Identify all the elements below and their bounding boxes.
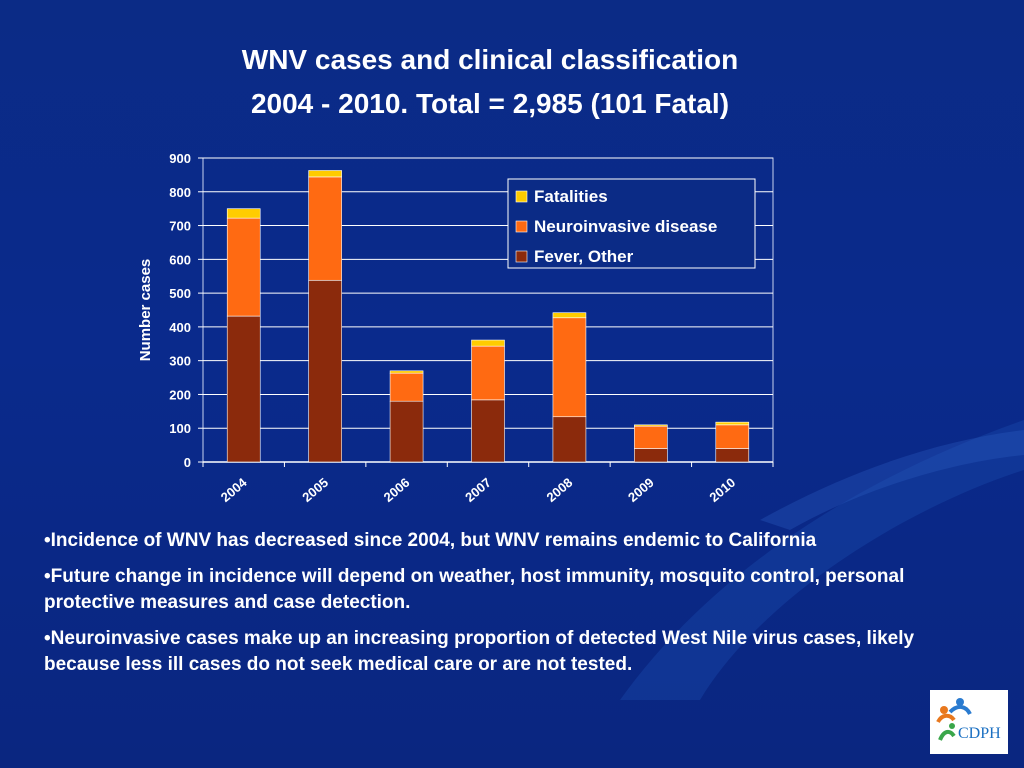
y-tick-label: 200 (169, 387, 191, 402)
bar-2006-fever-other (389, 400, 424, 463)
bar-2008-neuroinvasive-disease (552, 317, 587, 418)
y-tick-label: 400 (169, 320, 191, 335)
x-tick-label-2007: 2007 (462, 475, 494, 505)
y-tick-label: 600 (169, 252, 191, 267)
legend-swatch (515, 220, 528, 233)
title-line-2: 2004 - 2010. Total = 2,985 (101 Fatal) (250, 88, 730, 119)
bullet-3: •Neuroinvasive cases make up an increasi… (44, 628, 915, 675)
bar-2009-neuroinvasive-disease (634, 425, 668, 449)
x-tick-label-2010: 2010 (706, 475, 738, 505)
bullet-1: •Incidence of WNV has decreased since 20… (44, 530, 817, 551)
x-tick-label-2004: 2004 (218, 474, 250, 505)
bar-2009-fatalities (634, 424, 668, 427)
bar-2006-neuroinvasive-disease (389, 372, 424, 402)
bar-2004-neuroinvasive-disease (226, 217, 261, 317)
bar-2007-fever-other (471, 399, 505, 463)
legend-swatch (515, 250, 528, 263)
y-tick-label: 100 (169, 421, 191, 436)
bullet-2: •Future change in incidence will depend … (44, 566, 905, 613)
bar-2006-fatalities (389, 370, 424, 374)
y-tick-label: 0 (184, 455, 191, 470)
bar-2010-fatalities (715, 421, 750, 426)
x-tick-label-2009: 2009 (625, 475, 657, 505)
bar-2009-fever-other (634, 448, 668, 463)
x-tick-label-2006: 2006 (381, 475, 413, 505)
y-tick-label: 900 (169, 151, 191, 166)
bar-2005-fatalities (308, 170, 342, 178)
bar-2008-fatalities (552, 312, 587, 319)
bar-2007-neuroinvasive-disease (471, 345, 505, 401)
bar-2010-neuroinvasive-disease (715, 424, 750, 449)
legend-label: Fatalities (534, 187, 608, 206)
y-tick-label: 500 (169, 286, 191, 301)
title-line-1: WNV cases and clinical classification (241, 44, 739, 75)
x-tick-label-2005: 2005 (299, 475, 331, 505)
x-tick-label-2008: 2008 (544, 475, 576, 505)
legend-label: Fever, Other (534, 247, 634, 266)
logo-text: CDPH (958, 725, 1001, 742)
y-tick-label: 800 (169, 185, 191, 200)
cdph-logo: CDPH (930, 690, 1008, 754)
y-tick-label: 700 (169, 219, 191, 234)
bar-2007-fatalities (471, 339, 505, 347)
stacked-bar-chart: 0 100 200 300 400 500 600 700 800 900 Number cases… (137, 151, 774, 505)
bar-2004-fatalities (226, 208, 261, 219)
legend-box (507, 178, 756, 269)
bar-2005-neuroinvasive-disease (308, 176, 342, 281)
bar-2008-fever-other (552, 416, 587, 463)
legend-label: Neuroinvasive disease (534, 217, 717, 236)
bullet-list: •Incidence of WNV has decreased since 20… (44, 528, 994, 688)
bar-2004-fever-other (226, 315, 261, 463)
bar-2010-fever-other (715, 448, 750, 463)
y-axis-label: Number cases (137, 259, 154, 362)
legend-swatch (515, 190, 528, 203)
bar-2005-fever-other (308, 279, 342, 463)
slide-title: WNV cases and clinical classification 20… (140, 38, 840, 126)
y-tick-label: 300 (169, 354, 191, 369)
